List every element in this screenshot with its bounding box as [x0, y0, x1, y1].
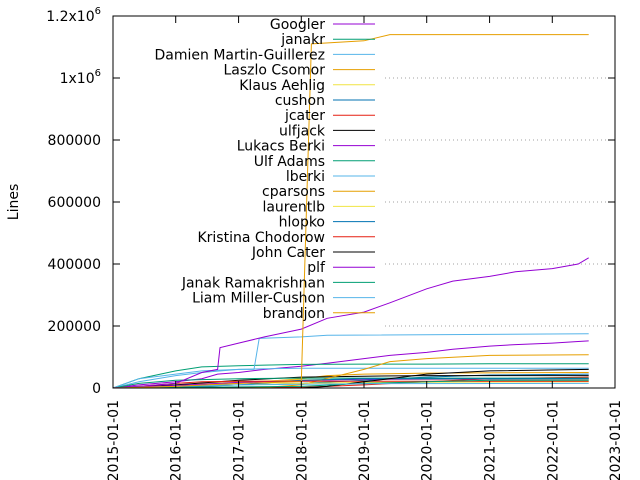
legend-label: John Cater: [251, 245, 325, 261]
legend-label: Ulf Adams: [254, 154, 325, 170]
legend-label: cparsons: [262, 184, 325, 200]
legend-label: cushon: [275, 93, 325, 109]
legend-label: hlopko: [279, 215, 325, 231]
axes: 0 200000 400000 600000 800000 1x106 1.2x106 201…: [46, 6, 624, 480]
x-tick-label: 2017-01-01: [232, 400, 248, 480]
series-line: [112, 333, 589, 389]
x-tick-label: 2019-01-01: [357, 400, 373, 480]
legend-label: Laszlo Csomor: [223, 63, 325, 79]
x-tick-label: 2021-01-01: [483, 400, 499, 480]
x-tick-label: 2023-01-01: [608, 400, 624, 480]
x-tick-label: 2020-01-01: [420, 400, 436, 480]
x-tick-label: 2018-01-01: [294, 400, 310, 480]
series-line: [112, 34, 589, 389]
y-tick-label: 1.2x106: [46, 6, 101, 25]
series-layer: [112, 34, 589, 389]
y-tick-label: 400000: [48, 257, 101, 273]
legend-label: brandjon: [263, 306, 325, 322]
y-tick-label: 0: [92, 381, 101, 397]
legend-label: Damien Martin-Guillerez: [155, 47, 325, 63]
legend-label: jcater: [284, 108, 325, 124]
legend-label: Klaus Aehlig: [239, 78, 325, 94]
y-tick-label: 600000: [48, 195, 101, 211]
legend-label: Googler: [270, 17, 325, 33]
series-line: [112, 257, 589, 389]
x-tick-label: 2015-01-01: [106, 400, 122, 480]
legend-label: janakr: [280, 32, 325, 48]
legend-label: Liam Miller-Cushon: [192, 291, 325, 307]
series-line: [112, 377, 589, 389]
legend-label: lberki: [286, 169, 325, 185]
y-tick-label: 800000: [48, 133, 101, 149]
legend-label: Lukacs Berki: [237, 139, 325, 155]
legend-label: Janak Ramakrishnan: [181, 275, 325, 291]
series-line: [112, 363, 589, 389]
plot-frame: [112, 15, 616, 389]
series-line: [112, 367, 589, 389]
grid: [385, 77, 615, 327]
legend-label: Kristina Chodorow: [197, 230, 325, 246]
y-tick-label: 1x106: [60, 68, 101, 87]
legend-label: ulfjack: [279, 123, 326, 139]
series-line: [112, 340, 589, 389]
x-tick-label: 2016-01-01: [169, 400, 185, 480]
y-tick-label: 200000: [48, 319, 101, 335]
legend-label: plf: [307, 260, 326, 276]
legend-label: laurentlb: [262, 199, 325, 215]
y-axis-label: Lines: [6, 184, 22, 220]
x-tick-label: 2022-01-01: [545, 400, 561, 480]
